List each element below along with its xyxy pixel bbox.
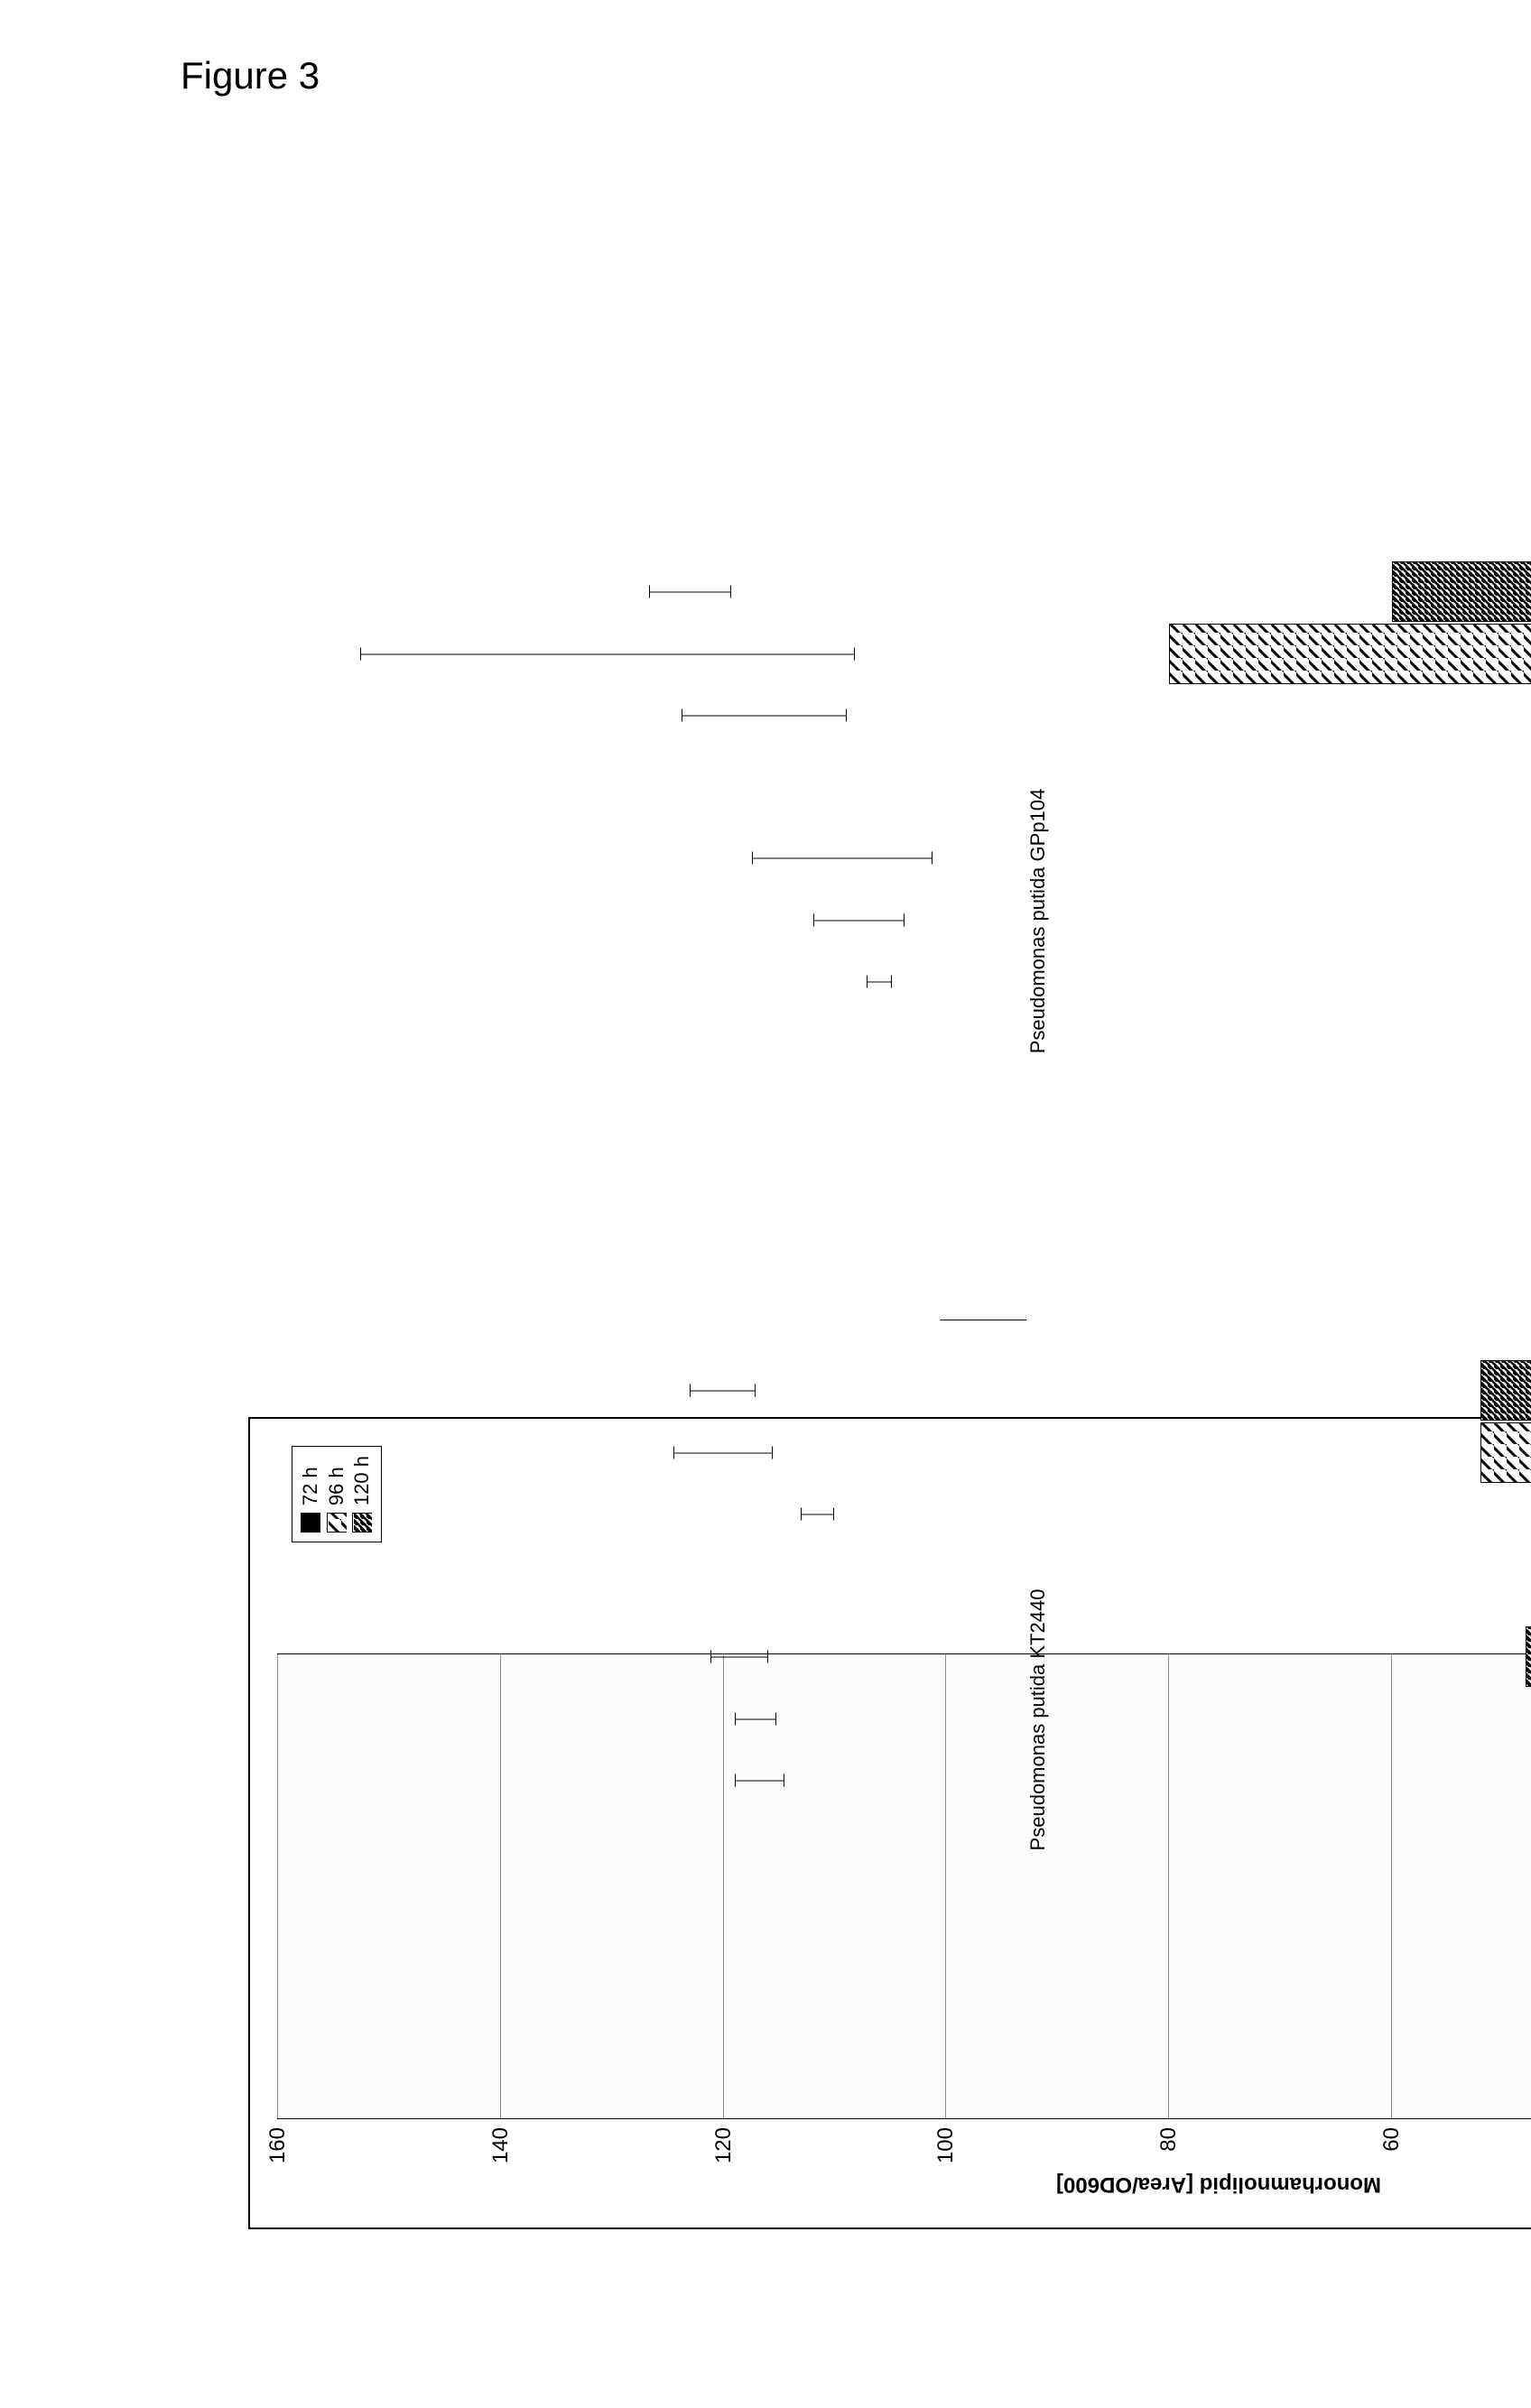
bar-group [278, 1625, 1531, 1812]
error-bar [360, 653, 855, 654]
legend-item: 72 h [298, 1456, 324, 1533]
y-tick-label: 60 [1379, 2118, 1405, 2152]
error-bar [710, 1656, 768, 1657]
bar [1169, 624, 1531, 684]
error-bar [649, 591, 731, 592]
bar-group [278, 1359, 1531, 1546]
error-bar [801, 1514, 834, 1515]
legend-label: 120 h [349, 1456, 376, 1505]
y-tick-label: 140 [488, 2118, 514, 2163]
strain-label: Pseudomonas putida KT2440 [1026, 1320, 1050, 2119]
legend-item: 96 h [324, 1456, 350, 1533]
y-tick-label: 160 [265, 2118, 291, 2163]
bar [1392, 561, 1531, 622]
legend-swatch [352, 1513, 372, 1533]
figure-title: Figure 3 [181, 54, 1387, 97]
error-bar [735, 1718, 776, 1719]
legend-label: 72 h [298, 1467, 324, 1505]
error-bar [752, 857, 933, 858]
bar-group [278, 1892, 1531, 2079]
legend-item: 120 h [349, 1456, 376, 1533]
y-axis-label: Monorhamnolipid [Area/OD600] [1056, 2172, 1381, 2197]
chart-rotated-wrapper: Monorhamnolipid [Area/OD600] 02040608010… [248, 1417, 1531, 2229]
plot-area: 020406080100120140160pBBR1MCS-2pBBR1MCS-… [277, 1653, 1531, 2119]
bar [1526, 1626, 1531, 1687]
error-bar [735, 1781, 784, 1782]
bar [1480, 1422, 1531, 1483]
y-tick-label: 120 [711, 2118, 737, 2163]
error-bar [682, 716, 847, 717]
bar-group [278, 827, 1531, 1014]
legend-swatch [301, 1513, 320, 1533]
error-bar [867, 982, 891, 983]
y-tick-label: 100 [933, 2118, 959, 2163]
error-bar [673, 1452, 773, 1453]
bar [1480, 1360, 1531, 1421]
y-tick-label: 80 [1156, 2118, 1182, 2152]
bar-group [278, 560, 1531, 747]
legend-swatch [327, 1513, 347, 1533]
error-bar [690, 1390, 756, 1391]
bar-group [278, 1093, 1531, 1280]
error-bar [813, 920, 904, 921]
legend: 72 h96 h120 h [292, 1446, 382, 1542]
strain-label: Pseudomonas putida GPp104 [1026, 522, 1050, 1320]
legend-label: 96 h [324, 1467, 350, 1505]
